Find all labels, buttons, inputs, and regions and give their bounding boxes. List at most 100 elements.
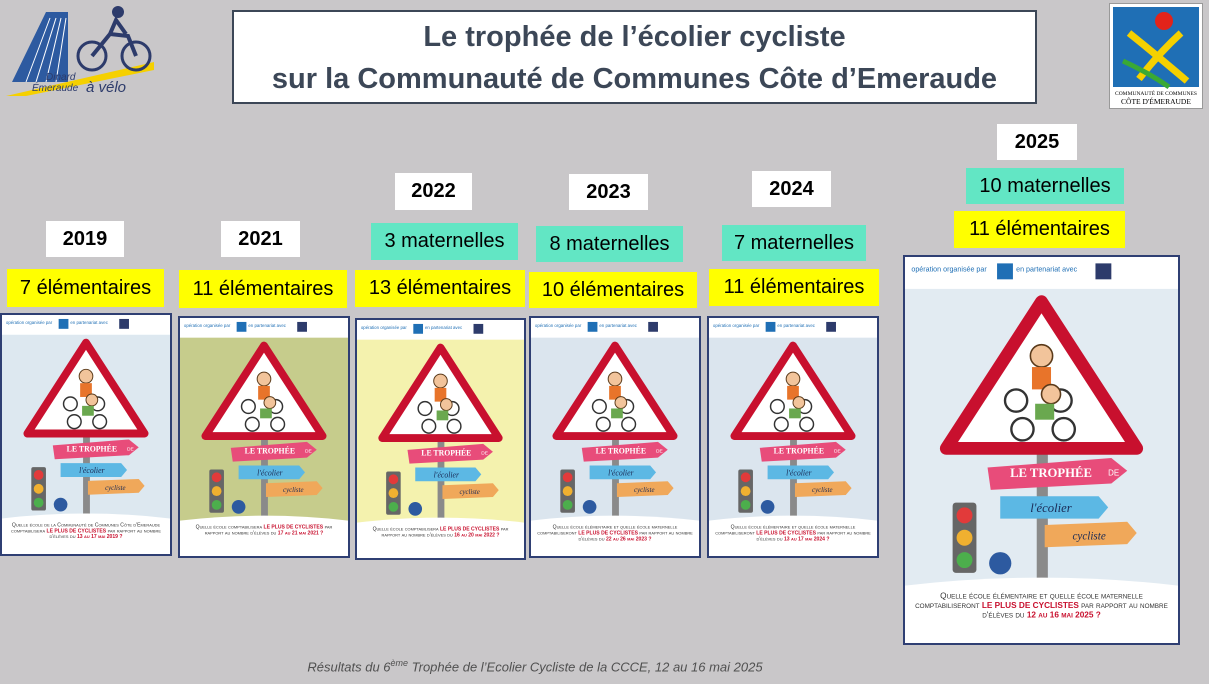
child-head — [785, 371, 801, 387]
maternelles-label: 7 maternelles — [722, 225, 866, 261]
poster-question: Quelle école élémentaire et quelle école… — [715, 525, 871, 543]
sign-blue — [238, 465, 306, 480]
logo-swoosh — [6, 62, 154, 96]
child-body — [609, 385, 621, 400]
title-line: Le trophée de l’écolier cycliste — [423, 21, 846, 53]
poster-art: opération organisée par en partenariat av… — [531, 318, 699, 556]
bike-wheel — [417, 400, 433, 417]
title-box: Le trophée de l’écolier cycliste sur la … — [232, 10, 1037, 104]
poster-header-text: en partenariat avec — [777, 323, 815, 328]
question-part: par rapport au nombre d'élèves du — [756, 530, 871, 543]
poster-logo — [58, 318, 69, 329]
sign-orange — [1044, 521, 1137, 548]
bike-wheel — [446, 418, 462, 434]
traffic-lamp — [388, 474, 399, 485]
question-part: 17 au 21 mai 2021 ? — [277, 530, 324, 537]
year-label: 2023 — [569, 174, 648, 210]
sign-pink — [407, 443, 493, 464]
child-head — [1029, 343, 1054, 368]
title-line: sur la Communauté de Communes Côte d’Eme… — [271, 63, 998, 95]
poster-header — [905, 257, 1178, 289]
post — [83, 428, 90, 538]
question-part: 12 au 16 mai 2025 ? — [1026, 611, 1101, 622]
question-part: LE PLUS DE CYCLISTES — [981, 601, 1079, 612]
logo-wheel — [76, 40, 108, 72]
child-body — [434, 387, 447, 402]
poster-footer-bg — [709, 515, 877, 556]
poster-header-text: opération organisée par — [535, 323, 582, 328]
traffic-lamp — [562, 486, 573, 497]
poster-title-text: LE TROPHÉE — [774, 446, 824, 456]
poster-logo — [297, 321, 307, 332]
sign-orange — [616, 481, 674, 497]
year-label: 2024 — [752, 171, 831, 207]
poster-question-box: Quelle école comptabilisera LE PLUS DE C… — [372, 526, 509, 539]
poster-title-text: l'écolier — [79, 466, 105, 475]
question-part: Quelle école de la Communauté de Commune… — [11, 522, 161, 535]
poster-footer-bg — [531, 515, 699, 556]
poster-title-text: l'écolier — [608, 468, 634, 477]
sign-pink — [581, 441, 668, 462]
poster-header-text: opération organisée par — [6, 320, 53, 325]
logo-building — [12, 12, 68, 82]
year-label: 2025 — [997, 124, 1077, 160]
logo-rider-head — [112, 6, 124, 18]
year-label: 2022 — [395, 173, 472, 210]
year-label: 2021 — [221, 221, 300, 257]
question-part: 13 au 17 mai 2024 ? — [783, 536, 830, 543]
traffic-lamp — [211, 499, 222, 510]
footer-text: Trophée de l’Ecolier Cycliste de la CCCE… — [408, 659, 763, 675]
question-part: LE PLUS DE CYCLISTES — [46, 528, 107, 535]
question-part: Quelle école élémentaire et quelle école… — [915, 591, 1143, 612]
logo-rider — [90, 15, 138, 58]
poster-art: opération organisée par en partenariat av… — [2, 315, 170, 554]
traffic-lamp — [562, 472, 573, 483]
traffic-lamp — [740, 486, 751, 497]
bike-wheel — [240, 398, 256, 415]
footer-text: Résultats du 6 — [307, 659, 391, 675]
poster-title-text: DE — [127, 446, 135, 452]
child-head — [792, 396, 806, 409]
bike-wheel — [773, 416, 789, 432]
sign-orange — [442, 483, 499, 499]
child-body — [611, 408, 623, 419]
sign-orange — [265, 481, 323, 497]
traffic-lamp — [956, 529, 973, 546]
elementaires-label: 11 élémentaires — [179, 270, 347, 308]
arrow-sign — [231, 499, 246, 514]
poster-logo — [236, 321, 247, 332]
post — [790, 431, 797, 540]
poster-logo — [826, 321, 836, 332]
logo-left: Dinard Émeraude à vélo — [6, 6, 154, 96]
bike-wheel — [1003, 388, 1029, 413]
arrow-sign — [989, 552, 1012, 575]
poster-logo — [765, 321, 776, 332]
traffic-lamp — [562, 499, 573, 510]
poster-logo — [648, 321, 658, 332]
sign-orange — [794, 481, 852, 497]
bike-wheel — [591, 398, 607, 415]
poster-title-text: DE — [656, 449, 664, 455]
child-head — [614, 396, 628, 409]
poster-title-text: l'écolier — [257, 468, 283, 477]
child-body — [789, 408, 801, 419]
child-body — [436, 410, 449, 421]
poster-question-box: Quelle école élémentaire et quelle école… — [915, 591, 1168, 622]
poster-question: Quelle école comptabilisera LE PLUS DE C… — [186, 525, 342, 537]
bike-wheel — [66, 414, 82, 430]
poster-question-box: Quelle école de la Communauté de Commune… — [11, 522, 161, 540]
bike-wheel — [621, 416, 637, 432]
logo-wheel — [120, 40, 152, 72]
question-part: Quelle école comptabilisera — [372, 526, 439, 533]
poster-title-text: cycliste — [1072, 530, 1105, 542]
child-body — [80, 383, 92, 397]
sign-pink — [759, 441, 846, 462]
poster: opération organisée par en partenariat av… — [178, 316, 350, 558]
logo-text: COMMUNAUTÉ DE COMMUNES — [1115, 89, 1197, 97]
elementaires-label: 10 élémentaires — [529, 272, 697, 308]
post — [612, 431, 619, 540]
bike-wheel — [62, 396, 78, 412]
poster-art: opération organisée par en partenariat av… — [357, 320, 524, 558]
arrow-sign — [408, 501, 423, 516]
